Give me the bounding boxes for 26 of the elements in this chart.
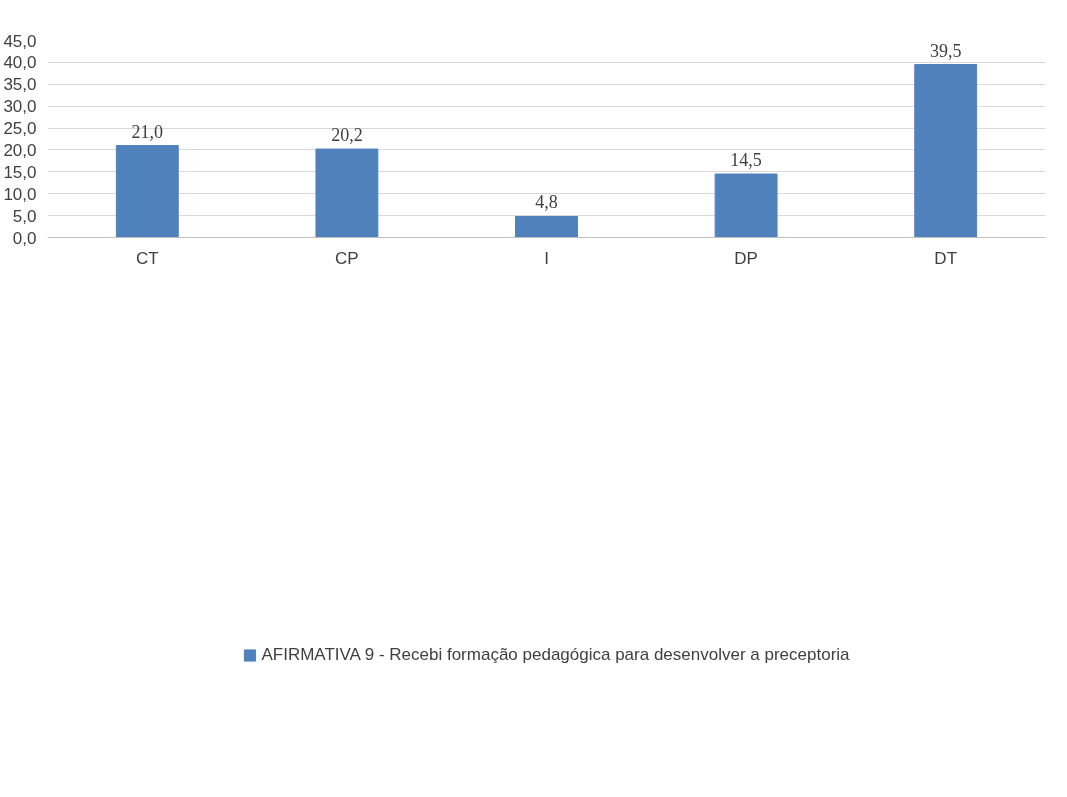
data-label: 4,8 xyxy=(535,192,558,213)
x-tick-label: DT xyxy=(934,248,958,268)
bar xyxy=(315,148,379,238)
bar xyxy=(115,145,179,238)
x-tick-label: I xyxy=(544,248,549,268)
legend-label: AFIRMATIVA 9 - Recebi formação pedagógica para desenvolver a preceptoria xyxy=(261,645,850,665)
data-label: 14,5 xyxy=(730,150,762,171)
data-label: 39,5 xyxy=(929,40,962,61)
y-tick-label: 10,0 xyxy=(3,184,37,204)
y-tick-label: 40,0 xyxy=(3,53,37,73)
y-tick-label: 45,0 xyxy=(3,31,37,51)
y-tick-label: 0,0 xyxy=(12,228,37,248)
bar xyxy=(914,64,978,238)
x-tick-label: CP xyxy=(335,248,359,268)
x-tick-label: DP xyxy=(734,248,758,268)
y-tick-label: 5,0 xyxy=(12,206,37,226)
y-tick-label: 20,0 xyxy=(3,140,37,160)
y-tick-label: 35,0 xyxy=(3,75,37,95)
y-tick-label: 15,0 xyxy=(3,162,37,182)
data-label: 20,2 xyxy=(331,125,363,146)
x-tick-label: CT xyxy=(135,248,159,268)
y-tick-label: 25,0 xyxy=(3,119,37,139)
bar xyxy=(714,173,778,238)
bar xyxy=(515,215,578,238)
data-label: 21,0 xyxy=(131,121,164,142)
y-tick-label: 30,0 xyxy=(3,97,37,117)
